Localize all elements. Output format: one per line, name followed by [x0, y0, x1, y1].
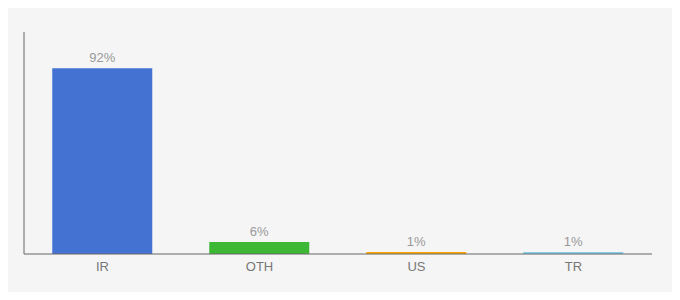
svg-text:1%: 1% — [564, 234, 583, 249]
svg-text:1%: 1% — [407, 234, 426, 249]
svg-text:TR: TR — [565, 259, 582, 274]
svg-text:92%: 92% — [89, 50, 115, 65]
svg-text:6%: 6% — [250, 224, 269, 239]
svg-text:US: US — [407, 259, 425, 274]
svg-text:IR: IR — [96, 259, 109, 274]
svg-text:OTH: OTH — [246, 259, 273, 274]
